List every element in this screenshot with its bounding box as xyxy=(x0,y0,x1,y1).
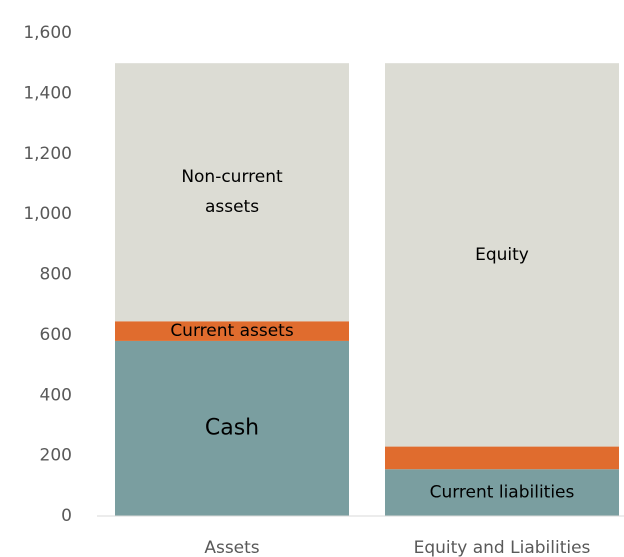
y-tick-label: 200 xyxy=(40,446,72,466)
bar-segment xyxy=(385,63,619,447)
bar-segment xyxy=(385,446,619,470)
y-tick-label: 0 xyxy=(61,506,72,526)
y-tick-label: 600 xyxy=(40,325,72,345)
y-tick-label: 400 xyxy=(40,385,72,405)
x-tick-label: Equity and Liabilities xyxy=(414,538,591,557)
bar-segment xyxy=(115,63,349,322)
y-tick-label: 1,600 xyxy=(23,23,72,43)
segment-label: Current liabilities xyxy=(430,483,575,503)
x-tick-label: Assets xyxy=(204,538,259,557)
segment-label: Equity xyxy=(475,245,529,265)
y-tick-label: 1,200 xyxy=(23,144,72,164)
y-tick-label: 800 xyxy=(40,265,72,285)
segment-label: Cash xyxy=(205,415,259,440)
segment-label: Non-current xyxy=(181,167,283,187)
bar-segment xyxy=(115,321,349,341)
y-tick-label: 1,000 xyxy=(23,204,72,224)
y-tick-label: 1,400 xyxy=(23,83,72,103)
bar-segment xyxy=(385,469,619,516)
segment-label: assets xyxy=(205,197,259,217)
bar-segment xyxy=(115,340,349,516)
segment-label: Current assets xyxy=(170,321,294,341)
